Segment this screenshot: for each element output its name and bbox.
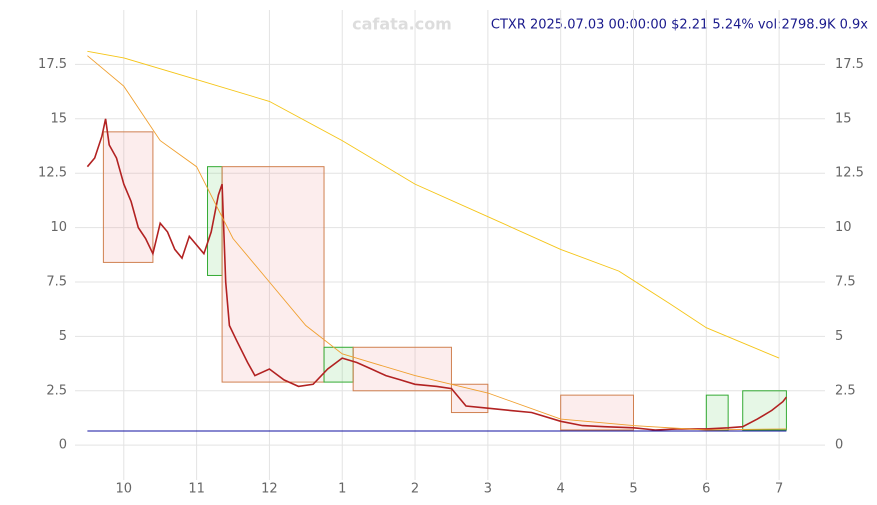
x-tick-label: 11 bbox=[188, 482, 205, 497]
x-tick-label: 1 bbox=[338, 482, 346, 497]
series-line bbox=[87, 50, 780, 359]
series-line bbox=[86, 118, 788, 431]
y-tick-label: 17.5 bbox=[835, 57, 864, 72]
range-box bbox=[207, 166, 223, 276]
range-box bbox=[102, 131, 154, 263]
y-tick-label: 7.5 bbox=[835, 274, 856, 289]
x-tick-label: 4 bbox=[557, 482, 565, 497]
y-tick-label: 10 bbox=[50, 220, 67, 235]
y-tick-label: 0 bbox=[59, 438, 67, 453]
range-box bbox=[705, 394, 729, 431]
watermark: cafata.com bbox=[352, 15, 452, 34]
range-box bbox=[323, 346, 354, 383]
chart-title: CTXR 2025.07.03 00:00:00 $2.21 5.24% vol… bbox=[491, 18, 868, 33]
y-tick-label: 12.5 bbox=[835, 166, 864, 181]
x-tick-label: 2 bbox=[411, 482, 419, 497]
y-tick-label: 10 bbox=[835, 220, 852, 235]
y-tick-label: 0 bbox=[835, 438, 843, 453]
y-tick-label: 5 bbox=[59, 329, 67, 344]
y-tick-label: 5 bbox=[835, 329, 843, 344]
x-tick-label: 6 bbox=[702, 482, 710, 497]
series-line bbox=[87, 55, 787, 431]
x-tick-label: 5 bbox=[629, 482, 637, 497]
x-tick-label: 3 bbox=[484, 482, 492, 497]
y-tick-label: 17.5 bbox=[38, 57, 67, 72]
y-tick-label: 2.5 bbox=[835, 383, 856, 398]
y-tick-label: 2.5 bbox=[46, 383, 67, 398]
range-box bbox=[221, 166, 325, 383]
y-tick-label: 12.5 bbox=[38, 166, 67, 181]
x-tick-label: 7 bbox=[775, 482, 783, 497]
range-box bbox=[352, 346, 452, 392]
y-tick-label: 15 bbox=[50, 111, 67, 126]
x-tick-label: 10 bbox=[116, 482, 133, 497]
x-tick-label: 12 bbox=[261, 482, 278, 497]
y-tick-label: 7.5 bbox=[46, 274, 67, 289]
y-tick-label: 15 bbox=[835, 111, 852, 126]
